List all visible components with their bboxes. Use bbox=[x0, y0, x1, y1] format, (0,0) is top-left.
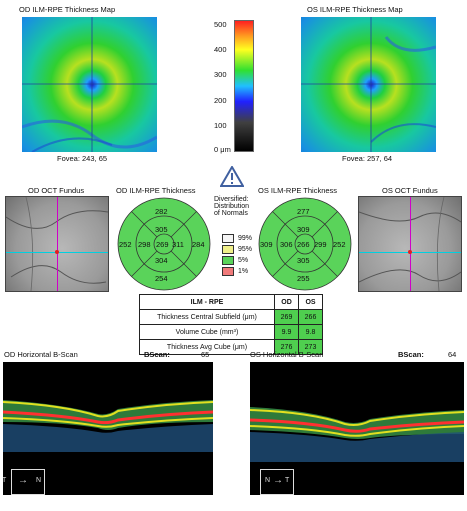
legend-title-2: Distribution bbox=[214, 203, 250, 210]
row-label: Volume Cube (mm³) bbox=[139, 324, 275, 340]
od-orientation-box: T → N bbox=[3, 469, 45, 495]
legend-swatch bbox=[222, 267, 234, 276]
legend-title-1: Diversified: bbox=[214, 196, 249, 203]
os-outer-left: 309 bbox=[260, 240, 273, 249]
table-header-label: ILM - RPE bbox=[139, 294, 275, 310]
row-os-value: 9.8 bbox=[298, 324, 323, 340]
od-bscan-label: BScan: bbox=[144, 350, 170, 359]
scale-tick-200: 200 bbox=[214, 96, 227, 105]
orient-right: N bbox=[36, 477, 42, 484]
od-map-title: OD ILM-RPE Thickness Map bbox=[19, 5, 116, 14]
od-bscan-image[interactable]: T → N bbox=[3, 362, 213, 495]
row-label: Thickness Central Subfield (μm) bbox=[139, 309, 275, 325]
od-inner-right: 311 bbox=[172, 240, 184, 249]
row-od-value: 269 bbox=[274, 309, 299, 325]
orient-left: T bbox=[3, 477, 7, 484]
orient-right: T bbox=[285, 477, 290, 484]
od-grid-title: OD ILM-RPE Thickness bbox=[116, 186, 196, 195]
normals-legend: Diversified: Distribution of Normals bbox=[214, 196, 258, 217]
od-fundus-image[interactable] bbox=[5, 196, 109, 292]
od-etdrs-grid[interactable] bbox=[116, 196, 212, 297]
os-map-title: OS ILM-RPE Thickness Map bbox=[307, 5, 403, 14]
os-inner-left: 306 bbox=[280, 240, 293, 249]
os-fovea-label: Fovea: 257, 64 bbox=[342, 154, 393, 163]
ilm-rpe-metrics-table: ILM - RPE OD OS Thickness Central Subfie… bbox=[139, 294, 323, 355]
os-inner-top: 309 bbox=[297, 225, 310, 234]
thickness-color-scale bbox=[234, 20, 254, 152]
orient-left: N bbox=[265, 477, 271, 484]
os-thickness-map[interactable] bbox=[301, 17, 436, 152]
scale-tick-100: 100 bbox=[214, 121, 227, 130]
legend-swatch bbox=[222, 245, 234, 254]
table-header-row: ILM - RPE OD OS bbox=[139, 294, 323, 310]
od-thickness-map[interactable] bbox=[22, 17, 157, 152]
scale-tick-500: 500 bbox=[214, 20, 227, 29]
legend-label: 95% bbox=[238, 246, 253, 253]
legend-label: 99% bbox=[238, 235, 253, 242]
os-bscan-title: OS Horizontal B-Scan bbox=[250, 350, 324, 359]
arrow-right-icon: → bbox=[18, 475, 28, 486]
legend-label: 1% bbox=[238, 268, 249, 275]
legend-swatch bbox=[222, 256, 234, 265]
os-outer-top: 277 bbox=[297, 207, 310, 216]
row-od-value: 9.9 bbox=[274, 324, 299, 340]
os-outer-right: 252 bbox=[333, 240, 346, 249]
os-bscan-image[interactable]: N → T bbox=[250, 362, 464, 495]
scale-tick-0: 0 μm bbox=[214, 145, 231, 154]
os-outer-bottom: 255 bbox=[297, 274, 310, 283]
os-bscan-label: BScan: bbox=[398, 350, 424, 359]
scale-tick-300: 300 bbox=[214, 70, 227, 79]
od-inner-top: 305 bbox=[155, 225, 168, 234]
legend-label: 5% bbox=[238, 257, 249, 264]
od-fovea-label: Fovea: 243, 65 bbox=[57, 154, 108, 163]
table-row: Volume Cube (mm³) 9.9 9.8 bbox=[139, 324, 323, 340]
od-outer-left: 252 bbox=[119, 240, 132, 249]
legend-swatch bbox=[222, 234, 234, 243]
os-inner-bottom: 305 bbox=[297, 256, 310, 265]
legend-item-99: 99% bbox=[222, 234, 252, 243]
table-header-od: OD bbox=[274, 294, 299, 310]
table-header-os: OS bbox=[298, 294, 323, 310]
scale-tick-400: 400 bbox=[214, 45, 227, 54]
legend-title-3: of Normals bbox=[214, 210, 248, 217]
row-os-value: 273 bbox=[298, 339, 323, 355]
os-center: 266 bbox=[297, 240, 310, 249]
os-grid-title: OS ILM-RPE Thickness bbox=[258, 186, 338, 195]
warning-icon[interactable] bbox=[219, 165, 245, 192]
od-bscan-title: OD Horizontal B-Scan bbox=[4, 350, 78, 359]
od-outer-top: 282 bbox=[155, 207, 168, 216]
row-os-value: 266 bbox=[298, 309, 323, 325]
os-bscan-number: 64 bbox=[448, 350, 457, 359]
legend-item-1: 1% bbox=[222, 267, 248, 276]
os-etdrs-grid[interactable] bbox=[257, 196, 353, 297]
od-inner-bottom: 304 bbox=[155, 256, 168, 265]
legend-item-5: 5% bbox=[222, 256, 248, 265]
od-inner-left: 298 bbox=[138, 240, 151, 249]
arrow-right-icon: → bbox=[273, 475, 283, 486]
os-fundus-title: OS OCT Fundus bbox=[382, 186, 438, 195]
od-center: 269 bbox=[156, 240, 169, 249]
row-od-value: 276 bbox=[274, 339, 299, 355]
os-inner-right: 299 bbox=[314, 240, 327, 249]
table-row: Thickness Central Subfield (μm) 269 266 bbox=[139, 309, 323, 325]
od-outer-bottom: 254 bbox=[155, 274, 168, 283]
od-outer-right: 284 bbox=[192, 240, 205, 249]
od-fundus-title: OD OCT Fundus bbox=[28, 186, 85, 195]
legend-item-95: 95% bbox=[222, 245, 252, 254]
od-bscan-number: 65 bbox=[201, 350, 210, 359]
os-fundus-image[interactable] bbox=[358, 196, 462, 292]
os-orientation-box: N → T bbox=[260, 469, 294, 495]
table-row: Thickness Avg Cube (μm) 276 273 bbox=[139, 339, 323, 355]
